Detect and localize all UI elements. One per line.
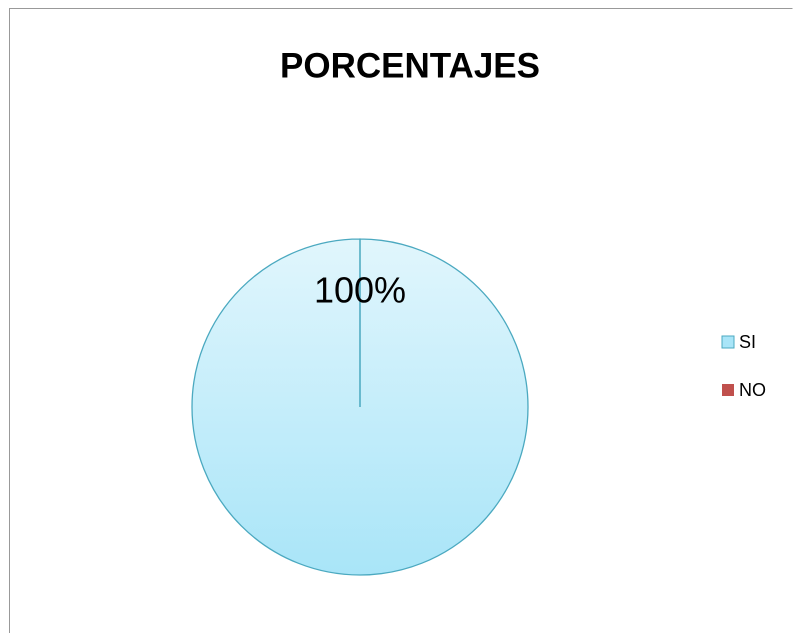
legend-marker <box>721 335 735 349</box>
chart-title: PORCENTAJES <box>280 46 540 85</box>
chart-frame <box>9 8 793 633</box>
legend-marker <box>722 384 734 396</box>
data-label: 100% <box>314 269 406 310</box>
legend-label: NO <box>739 380 766 400</box>
legend-label: SI <box>739 332 756 352</box>
